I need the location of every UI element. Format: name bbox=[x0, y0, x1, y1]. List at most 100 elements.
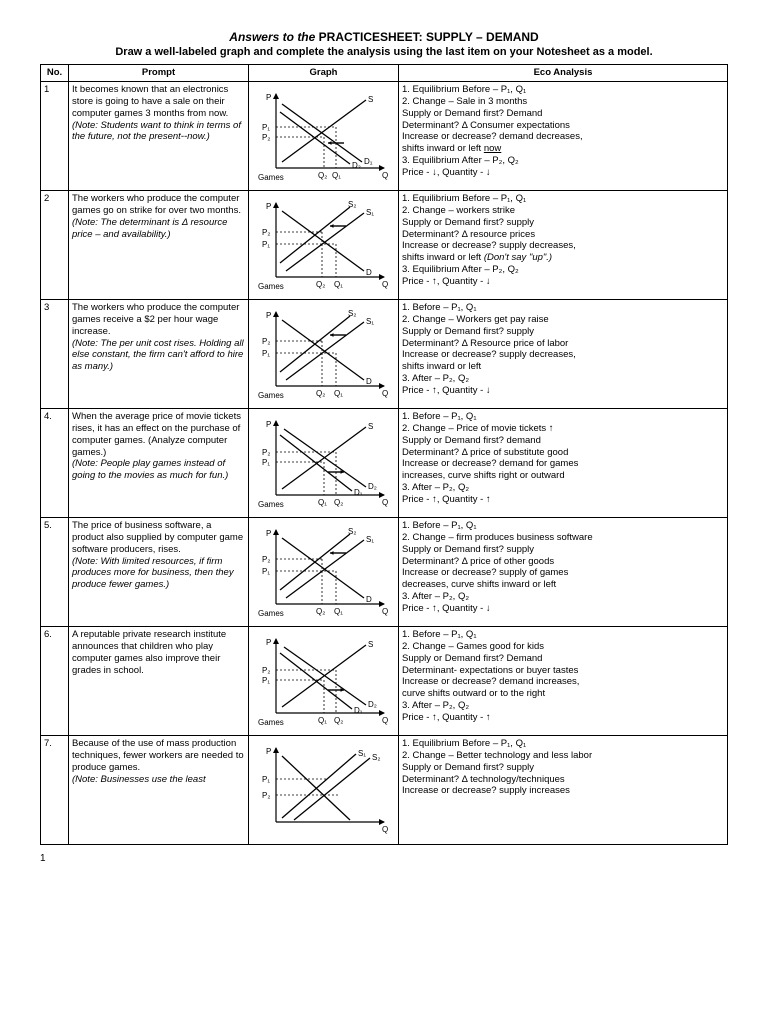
title-rest: PRACTICESHEET: SUPPLY – DEMAND bbox=[315, 30, 538, 44]
svg-text:Q₁: Q₁ bbox=[334, 389, 343, 398]
svg-text:Q₂: Q₂ bbox=[334, 498, 343, 507]
svg-text:P: P bbox=[266, 93, 271, 102]
svg-text:D₁: D₁ bbox=[354, 488, 363, 497]
header-analysis: Eco Analysis bbox=[399, 65, 728, 82]
svg-text:D₂: D₂ bbox=[368, 482, 377, 491]
svg-text:Q₂: Q₂ bbox=[334, 716, 343, 725]
svg-text:S₂: S₂ bbox=[348, 309, 356, 318]
svg-text:Games: Games bbox=[258, 391, 284, 400]
svg-text:Q₁: Q₁ bbox=[318, 498, 327, 507]
supply-demand-graph: PQGamesSD₁D₂P₂P₁Q₁Q₂ bbox=[254, 631, 394, 731]
cell-prompt: It becomes known that an electronics sto… bbox=[69, 81, 249, 190]
cell-no: 3 bbox=[41, 299, 69, 408]
table-row: 6.A reputable private research institute… bbox=[41, 626, 728, 735]
svg-text:Q₁: Q₁ bbox=[334, 607, 343, 616]
svg-text:S₁: S₁ bbox=[358, 749, 366, 758]
svg-text:D: D bbox=[366, 377, 372, 386]
svg-text:P₁: P₁ bbox=[262, 240, 270, 249]
cell-analysis: 1. Before – P₁, Q₁2. Change – Games good… bbox=[399, 626, 728, 735]
svg-text:P₂: P₂ bbox=[262, 133, 270, 142]
cell-analysis: 1. Before – P₁, Q₁2. Change – firm produ… bbox=[399, 517, 728, 626]
supply-demand-graph: PQS₁S₂P₁P₂ bbox=[254, 740, 394, 840]
svg-text:Q₁: Q₁ bbox=[332, 171, 341, 180]
svg-text:P₁: P₁ bbox=[262, 775, 270, 784]
cell-no: 2 bbox=[41, 190, 69, 299]
svg-text:D₂: D₂ bbox=[368, 700, 377, 709]
svg-text:P₂: P₂ bbox=[262, 448, 270, 457]
cell-no: 6. bbox=[41, 626, 69, 735]
svg-text:Games: Games bbox=[258, 173, 284, 182]
svg-text:D: D bbox=[366, 595, 372, 604]
cell-prompt: The price of business software, a produc… bbox=[69, 517, 249, 626]
supply-demand-graph: PQGamesDS₁S₂P₂P₁Q₂Q₁ bbox=[254, 304, 394, 404]
svg-text:D: D bbox=[366, 268, 372, 277]
svg-text:Games: Games bbox=[258, 609, 284, 618]
svg-text:Q: Q bbox=[382, 716, 388, 725]
cell-graph: PQS₁S₂P₁P₂ bbox=[249, 735, 399, 844]
svg-text:P₂: P₂ bbox=[262, 555, 270, 564]
svg-text:S₂: S₂ bbox=[372, 753, 380, 762]
svg-text:P₂: P₂ bbox=[262, 337, 270, 346]
supply-demand-graph: P Q Games D S₁ S₂ P₂ P₁ Q₂ Q₁ bbox=[254, 522, 394, 622]
cell-graph: PQGamesSD₁D₂P₂P₁Q₁Q₂ bbox=[249, 626, 399, 735]
supply-demand-graph: PQGamesSD₁D₂P₂P₁Q₁Q₂ bbox=[254, 413, 394, 513]
svg-text:P₁: P₁ bbox=[262, 676, 270, 685]
cell-prompt: The workers who produce the computer gam… bbox=[69, 190, 249, 299]
cell-prompt: The workers who produce the computer gam… bbox=[69, 299, 249, 408]
cell-graph: PQGamesSD₁D₂P₁P₂Q₂Q₁ bbox=[249, 81, 399, 190]
header-no: No. bbox=[41, 65, 69, 82]
cell-prompt: A reputable private research institute a… bbox=[69, 626, 249, 735]
svg-text:P: P bbox=[266, 747, 271, 756]
svg-text:Q₂: Q₂ bbox=[318, 171, 327, 180]
svg-text:P: P bbox=[266, 420, 271, 429]
svg-text:Q: Q bbox=[382, 280, 388, 289]
svg-text:S₂: S₂ bbox=[348, 527, 356, 536]
svg-text:P₁: P₁ bbox=[262, 567, 270, 576]
cell-graph: PQGamesDS₁S₂P₂P₁Q₂Q₁ bbox=[249, 190, 399, 299]
svg-text:S₁: S₁ bbox=[366, 535, 374, 544]
svg-text:Q₂: Q₂ bbox=[316, 607, 325, 616]
svg-text:S₂: S₂ bbox=[348, 200, 356, 209]
svg-text:Q: Q bbox=[382, 389, 388, 398]
supply-demand-graph: PQGamesSD₁D₂P₁P₂Q₂Q₁ bbox=[254, 86, 394, 186]
svg-text:Games: Games bbox=[258, 500, 284, 509]
cell-analysis: 1. Equilibrium Before – P₁, Q₁2. Change … bbox=[399, 190, 728, 299]
svg-text:S: S bbox=[368, 640, 373, 649]
page-title: Answers to the PRACTICESHEET: SUPPLY – D… bbox=[40, 30, 728, 44]
header-prompt: Prompt bbox=[69, 65, 249, 82]
title-italic: Answers to the bbox=[229, 30, 315, 44]
svg-text:P: P bbox=[266, 311, 271, 320]
page-number: 1 bbox=[40, 853, 728, 864]
svg-text:Q: Q bbox=[382, 607, 388, 616]
cell-prompt: When the average price of movie tickets … bbox=[69, 408, 249, 517]
svg-text:Q₂: Q₂ bbox=[316, 389, 325, 398]
svg-text:Q₂: Q₂ bbox=[316, 280, 325, 289]
svg-text:Q: Q bbox=[382, 171, 388, 180]
cell-analysis: 1. Before – P₁, Q₁2. Change – Price of m… bbox=[399, 408, 728, 517]
svg-text:P₂: P₂ bbox=[262, 228, 270, 237]
table-row: 4.When the average price of movie ticket… bbox=[41, 408, 728, 517]
page-subtitle: Draw a well-labeled graph and complete t… bbox=[40, 46, 728, 58]
table-row: 1It becomes known that an electronics st… bbox=[41, 81, 728, 190]
svg-text:P₂: P₂ bbox=[262, 666, 270, 675]
svg-text:P₁: P₁ bbox=[262, 123, 270, 132]
svg-text:Games: Games bbox=[258, 718, 284, 727]
svg-text:Q₁: Q₁ bbox=[318, 716, 327, 725]
cell-no: 7. bbox=[41, 735, 69, 844]
cell-no: 5. bbox=[41, 517, 69, 626]
svg-text:Games: Games bbox=[258, 282, 284, 291]
svg-text:S₁: S₁ bbox=[366, 208, 374, 217]
svg-text:Q: Q bbox=[382, 498, 388, 507]
table-header-row: No. Prompt Graph Eco Analysis bbox=[41, 65, 728, 82]
svg-text:P₂: P₂ bbox=[262, 791, 270, 800]
svg-text:D₁: D₁ bbox=[354, 706, 363, 715]
cell-graph: PQGamesDS₁S₂P₂P₁Q₂Q₁ bbox=[249, 299, 399, 408]
svg-text:P: P bbox=[266, 529, 271, 538]
table-row: 2The workers who produce the computer ga… bbox=[41, 190, 728, 299]
table-row: 5.The price of business software, a prod… bbox=[41, 517, 728, 626]
svg-text:S: S bbox=[368, 95, 373, 104]
svg-text:S₁: S₁ bbox=[366, 317, 374, 326]
svg-text:P₁: P₁ bbox=[262, 458, 270, 467]
cell-no: 1 bbox=[41, 81, 69, 190]
svg-text:D₂: D₂ bbox=[352, 161, 361, 170]
